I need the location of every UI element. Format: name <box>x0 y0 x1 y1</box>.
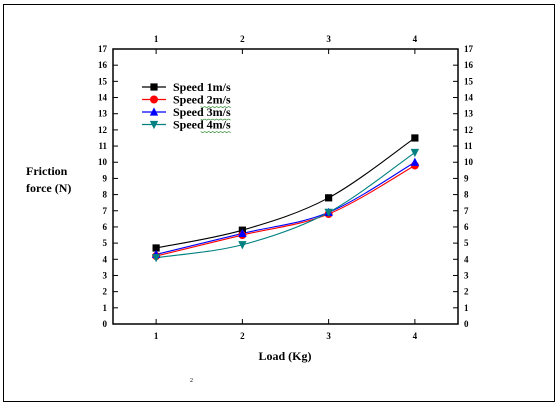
y-tick-label-right: 6 <box>464 222 469 232</box>
y-tick-label-left: 1 <box>103 303 108 313</box>
y-tick-label-right: 0 <box>464 319 469 329</box>
y-tick-label-left: 0 <box>103 319 108 329</box>
y-tick-label-right: 17 <box>464 44 474 54</box>
x-tick-label-top: 3 <box>326 34 331 44</box>
legend-label: Speed 4m/s <box>173 118 231 132</box>
y-tick-label-left: 5 <box>103 238 108 248</box>
y-tick-label-left: 4 <box>103 254 108 264</box>
y-tick-label-left: 8 <box>103 190 108 200</box>
y-tick-label-right: 12 <box>464 125 474 135</box>
legend-marker <box>150 83 158 91</box>
y-tick-label-right: 4 <box>464 254 469 264</box>
figure-frame <box>3 4 555 402</box>
y-tick-label-right: 10 <box>464 157 474 167</box>
legend-label: Speed 3m/s <box>173 105 231 119</box>
series-line-4 <box>156 152 416 259</box>
y-tick-label-right: 9 <box>464 173 469 183</box>
y-tick-label-right: 11 <box>464 141 473 151</box>
x-tick-label-bottom: 3 <box>326 331 331 341</box>
spellcheck-squiggle <box>200 131 231 134</box>
y-tick-label-right: 3 <box>464 270 469 280</box>
y-tick-label-right: 8 <box>464 190 469 200</box>
data-point-series-1 <box>411 134 419 142</box>
data-point-series-4 <box>410 148 420 158</box>
series-line-3 <box>155 161 416 255</box>
y-tick-label-left: 11 <box>98 141 107 151</box>
plot-area <box>112 48 459 325</box>
y-tick-label-right: 5 <box>464 238 469 248</box>
y-tick-label-right: 13 <box>464 109 474 119</box>
x-tick-label-bottom: 4 <box>413 331 418 341</box>
data-point-series-4 <box>324 208 333 217</box>
x-tick-label-top: 4 <box>413 34 418 44</box>
series-lines <box>155 137 416 259</box>
y-tick-label-right: 7 <box>464 206 469 216</box>
data-point-series-1 <box>325 194 333 202</box>
footnote-mark: 2 <box>190 378 193 384</box>
x-tick-label-bottom: 2 <box>240 331 245 341</box>
y-tick-label-right: 2 <box>464 287 469 297</box>
x-tick-label-bottom: 1 <box>154 331 159 341</box>
y-tick-label-right: 1 <box>464 303 469 313</box>
y-tick-label-left: 16 <box>98 60 108 70</box>
y-tick-label-left: 17 <box>98 44 108 54</box>
y-axis-label-line1: Friction <box>26 164 68 178</box>
y-tick-label-left: 14 <box>98 93 108 103</box>
legend-marker <box>150 95 158 104</box>
y-tick-label-right: 16 <box>464 60 474 70</box>
series-markers <box>151 134 420 263</box>
series-line-1 <box>156 137 416 249</box>
spellcheck-squiggle <box>200 118 231 121</box>
data-point-series-1 <box>152 244 160 252</box>
y-tick-label-left: 6 <box>103 222 108 232</box>
legend-label: Speed 1m/s <box>173 80 231 94</box>
y-tick-label-right: 15 <box>464 76 474 86</box>
y-tick-label-left: 2 <box>103 287 108 297</box>
y-tick-label-left: 12 <box>98 125 108 135</box>
y-tick-label-left: 13 <box>98 109 108 119</box>
x-tick-label-top: 2 <box>240 34 245 44</box>
legend-marker <box>149 120 159 130</box>
legend-label: Speed 2m/s <box>173 93 231 107</box>
spellcheck-squiggle <box>200 106 231 109</box>
x-axis-label: Load (Kg) <box>258 349 311 363</box>
y-tick-label-left: 7 <box>103 206 108 216</box>
x-tick-label-top: 1 <box>154 34 159 44</box>
data-point-series-4 <box>151 254 161 263</box>
y-axis-label-line2: force (N) <box>26 181 71 195</box>
y-tick-label-left: 3 <box>103 270 108 280</box>
y-tick-label-right: 14 <box>464 93 474 103</box>
data-point-series-3 <box>410 157 420 166</box>
series-line-2 <box>155 164 416 257</box>
axis-ticks <box>113 48 458 325</box>
y-tick-label-left: 15 <box>98 76 108 86</box>
data-point-series-4 <box>238 241 247 250</box>
y-tick-label-left: 10 <box>98 157 108 167</box>
legend-marker <box>149 107 159 116</box>
y-tick-label-left: 9 <box>103 173 108 183</box>
data-point-series-3 <box>238 228 247 238</box>
